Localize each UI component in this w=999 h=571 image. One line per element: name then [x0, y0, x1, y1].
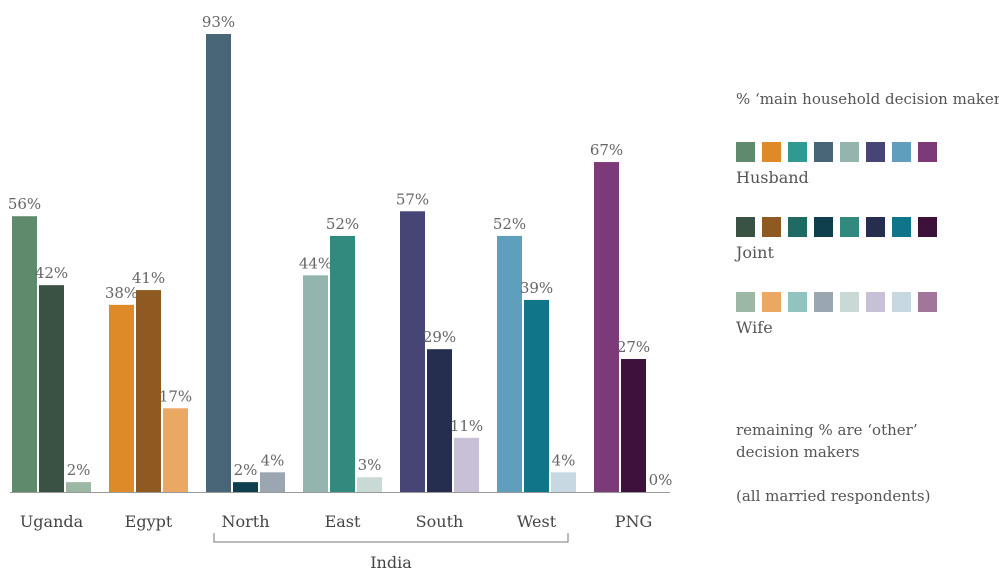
legend-swatch: [840, 292, 859, 312]
legend-label-joint: Joint: [736, 243, 774, 262]
legend-swatch: [866, 292, 885, 312]
legend-swatch: [840, 142, 859, 162]
legend-note: remaining % are ‘other’ decision makers: [736, 421, 918, 461]
legend-swatch: [762, 292, 781, 312]
category-label: North: [221, 512, 269, 531]
legend-label-husband: Husband: [736, 168, 809, 187]
bar-value-label: 0%: [649, 471, 673, 489]
bar: [136, 290, 161, 492]
legend-swatch: [736, 142, 755, 162]
legend-swatch: [918, 142, 937, 162]
bar-value-label: 57%: [396, 190, 429, 208]
legend-label-wife: Wife: [736, 318, 773, 337]
india-bracket-label: India: [370, 553, 412, 571]
bar-value-label: 44%: [299, 254, 332, 272]
bar: [427, 349, 452, 492]
bar: [303, 275, 328, 492]
legend-swatch: [788, 292, 807, 312]
bar-value-label: 17%: [159, 387, 192, 405]
bar-value-label: 3%: [358, 456, 382, 474]
legend-row-joint-swatches: [736, 217, 999, 237]
bar: [330, 235, 355, 492]
bar-value-label: 11%: [450, 417, 483, 435]
legend-row-husband-swatches: [736, 142, 999, 162]
bar-value-label: 52%: [493, 215, 526, 233]
bar: [594, 162, 619, 492]
legend-title: % ‘main household decision maker’: [736, 90, 999, 108]
bar-value-label: 39%: [520, 279, 553, 297]
bar: [400, 211, 425, 492]
bar: [621, 359, 646, 492]
bar-value-label: 41%: [132, 269, 165, 287]
bar: [206, 34, 231, 492]
category-label: Egypt: [125, 512, 173, 531]
legend-swatch: [814, 142, 833, 162]
bar-value-label: 29%: [423, 328, 456, 346]
legend-swatch: [866, 217, 885, 237]
category-label: West: [517, 512, 557, 531]
bar-chart: 56%42%2%Uganda38%41%17%Egypt93%2%4%North…: [8, 13, 673, 571]
legend-swatch: [788, 217, 807, 237]
legend-row-wife-swatches: [736, 292, 999, 312]
bar: [233, 482, 258, 492]
legend-swatch: [840, 217, 859, 237]
bar: [497, 235, 522, 492]
legend-swatch: [814, 217, 833, 237]
bar-value-label: 67%: [590, 141, 623, 159]
legend-swatch: [918, 292, 937, 312]
india-bracket: [213, 533, 569, 543]
bar-value-label: 52%: [326, 215, 359, 233]
legend-swatch: [918, 217, 937, 237]
bar-value-label: 4%: [552, 451, 576, 469]
legend-swatch: [762, 142, 781, 162]
category-label: PNG: [615, 512, 653, 531]
legend-swatch: [736, 217, 755, 237]
bar-value-label: 38%: [105, 284, 138, 302]
bar: [39, 285, 64, 492]
category-label: South: [416, 512, 464, 531]
legend-swatch: [762, 217, 781, 237]
legend-swatch: [736, 292, 755, 312]
bar: [109, 304, 134, 492]
bar: [524, 299, 549, 492]
bar: [12, 216, 37, 492]
bar: [163, 408, 188, 492]
legend-swatch: [866, 142, 885, 162]
legend-swatch: [892, 142, 911, 162]
bar-value-label: 27%: [617, 338, 650, 356]
legend-subnote: (all married respondents): [736, 487, 931, 505]
bar: [454, 437, 479, 492]
legend-swatch: [892, 292, 911, 312]
legend-swatch: [892, 217, 911, 237]
bar: [357, 477, 382, 492]
category-label: East: [325, 512, 361, 531]
bar-value-label: 4%: [261, 451, 285, 469]
bar: [551, 472, 576, 492]
bar-value-label: 42%: [35, 264, 68, 282]
legend: % ‘main household decision maker’ Husban…: [736, 90, 999, 505]
bar-value-label: 93%: [202, 13, 235, 31]
bar: [260, 472, 285, 492]
category-label: Uganda: [20, 512, 84, 531]
bar-value-label: 56%: [8, 195, 41, 213]
legend-swatch: [814, 292, 833, 312]
bar-value-label: 2%: [234, 461, 258, 479]
legend-swatch: [788, 142, 807, 162]
bar: [66, 482, 91, 492]
bar-value-label: 2%: [67, 461, 91, 479]
